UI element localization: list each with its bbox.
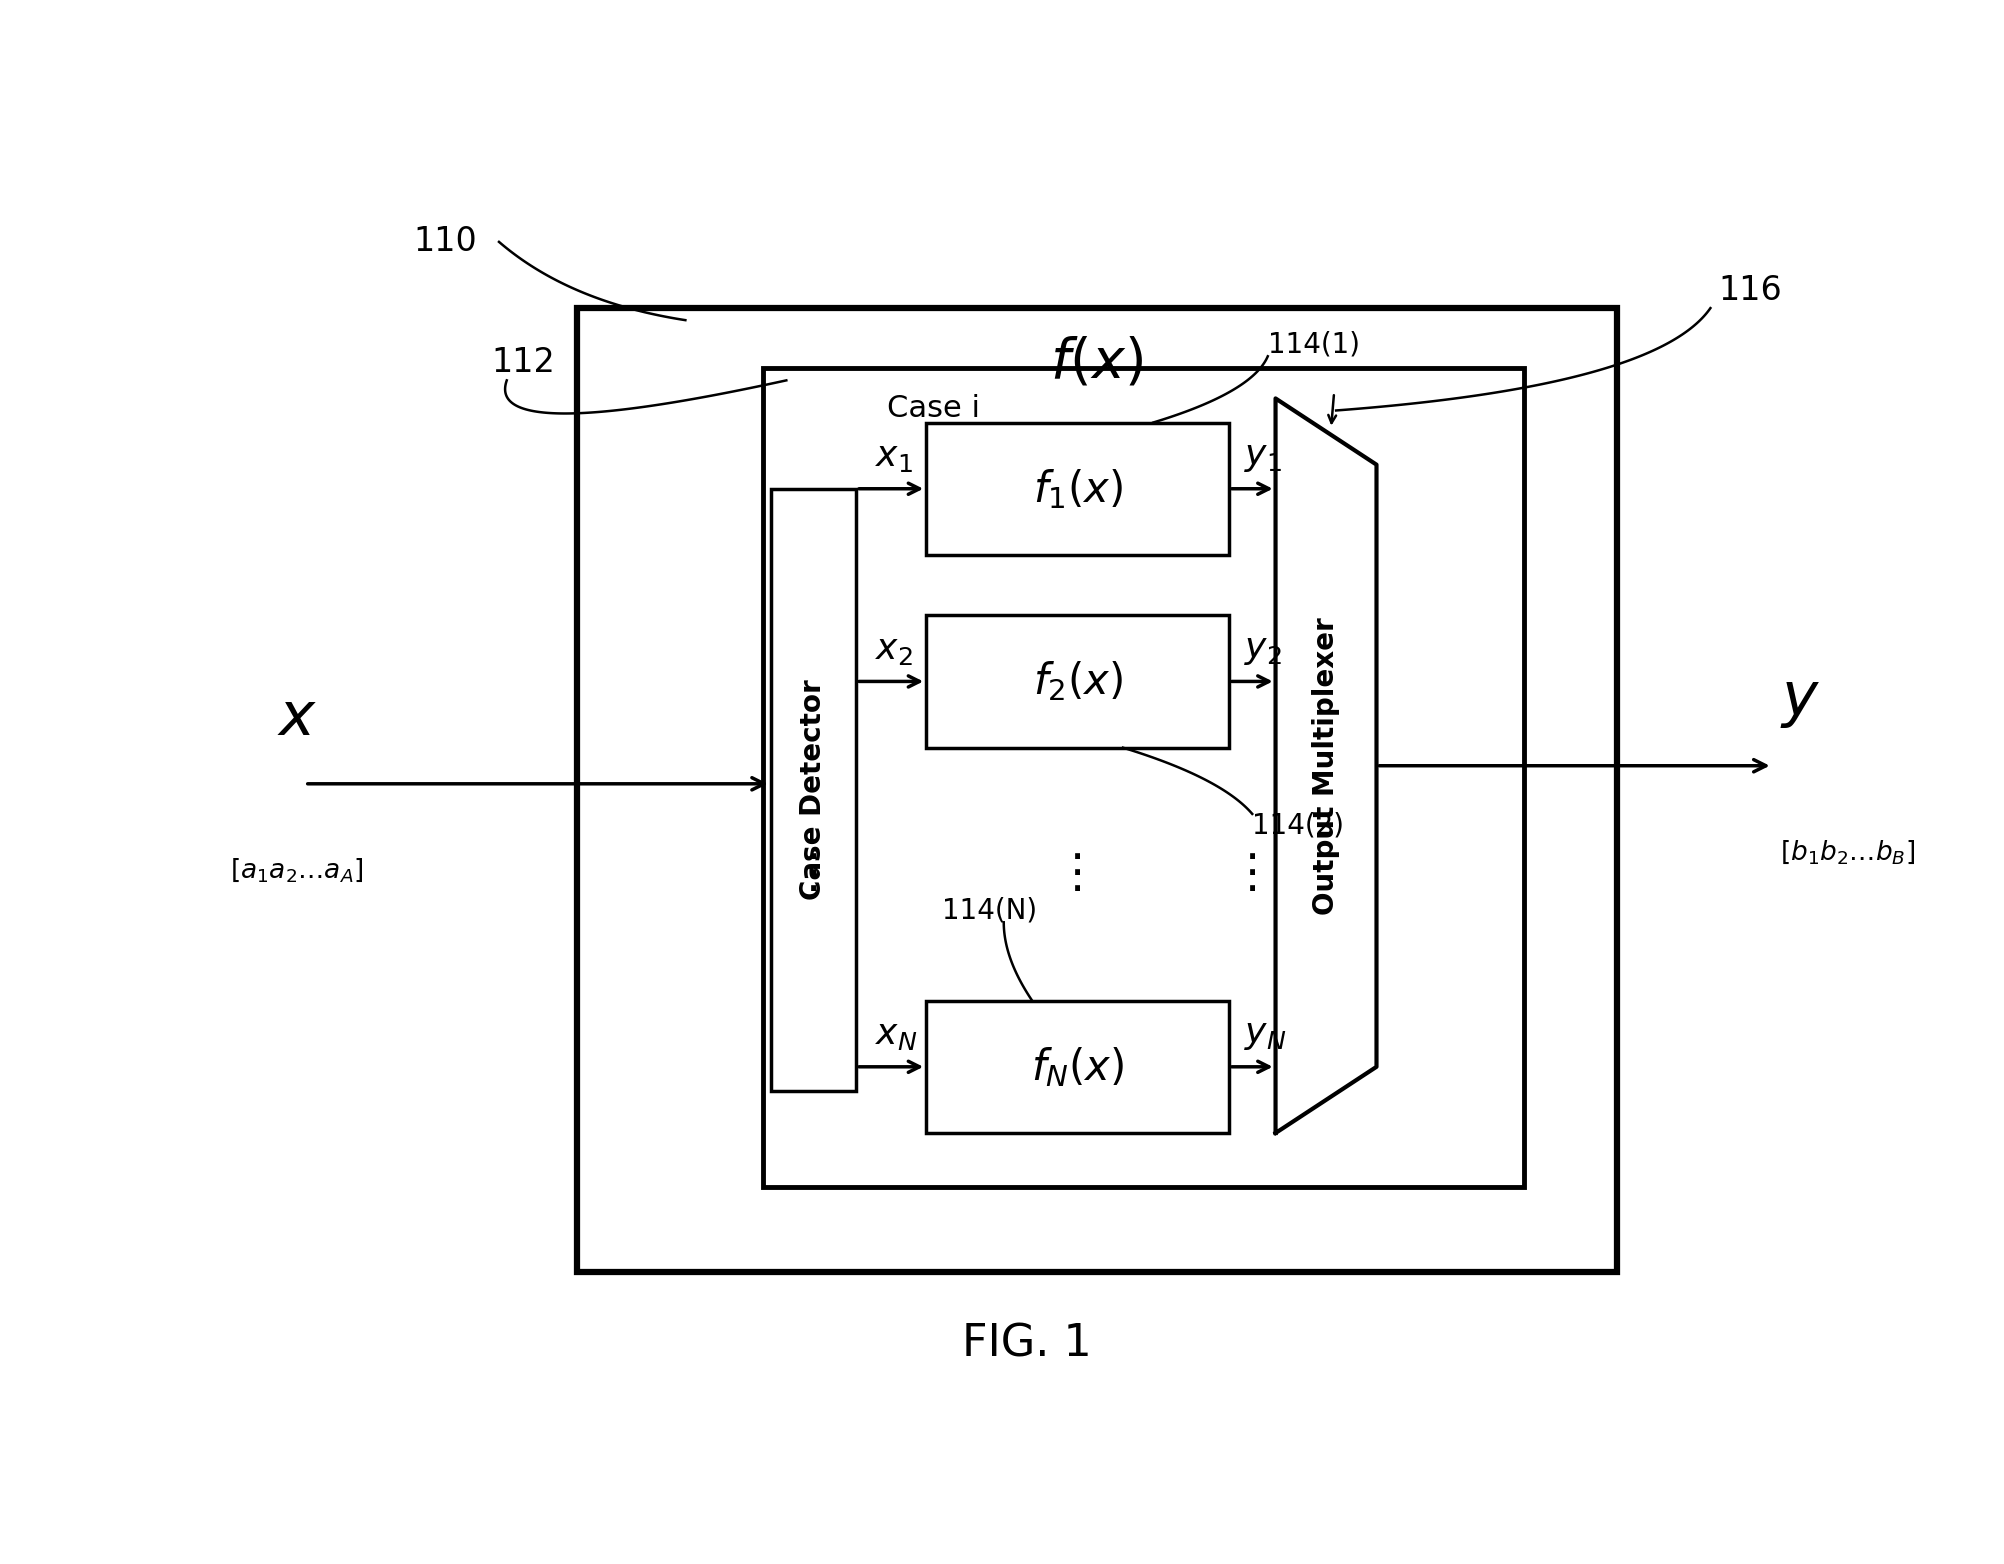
Text: Output Multiplexer: Output Multiplexer	[1313, 616, 1341, 915]
Text: 114(1): 114(1)	[1269, 330, 1361, 358]
Text: 116: 116	[1717, 274, 1782, 307]
Text: Case Detector: Case Detector	[800, 679, 828, 901]
Text: Case i: Case i	[888, 394, 980, 422]
Text: $[a_1a_2{\ldots}a_A]$: $[a_1a_2{\ldots}a_A]$	[230, 856, 365, 884]
Bar	[577, 308, 1617, 1272]
Text: $y_2$: $y_2$	[1244, 633, 1283, 666]
Text: $y_1$: $y_1$	[1244, 441, 1283, 474]
Text: $f_2(x)$: $f_2(x)$	[1032, 660, 1122, 704]
Text: 114(N): 114(N)	[942, 896, 1036, 924]
Text: $f_N(x)$: $f_N(x)$	[1030, 1045, 1124, 1089]
Bar	[926, 422, 1228, 555]
Text: $x_2$: $x_2$	[876, 633, 912, 666]
Text: $x$: $x$	[277, 688, 317, 748]
Text: ⋮: ⋮	[1228, 852, 1277, 896]
Bar	[926, 1001, 1228, 1132]
Text: ⋮: ⋮	[790, 852, 838, 896]
Text: FIG. 1: FIG. 1	[962, 1322, 1092, 1365]
Text: 110: 110	[413, 225, 477, 258]
Text: $y$: $y$	[1780, 671, 1822, 729]
Text: $x_1$: $x_1$	[876, 441, 914, 474]
Text: $f_1(x)$: $f_1(x)$	[1032, 466, 1122, 511]
Text: $f(x)$: $f(x)$	[1050, 336, 1144, 389]
Text: $y_N$: $y_N$	[1244, 1018, 1287, 1053]
Text: $[b_1b_2{\ldots}b_B]$: $[b_1b_2{\ldots}b_B]$	[1780, 838, 1916, 866]
Text: $x_N$: $x_N$	[876, 1018, 918, 1053]
Bar	[926, 615, 1228, 748]
Polygon shape	[1275, 399, 1377, 1132]
Text: 114(2): 114(2)	[1252, 812, 1345, 840]
Text: 112: 112	[491, 346, 555, 378]
Bar	[772, 488, 856, 1092]
Text: ⋮: ⋮	[1054, 852, 1100, 896]
Bar	[764, 368, 1523, 1187]
